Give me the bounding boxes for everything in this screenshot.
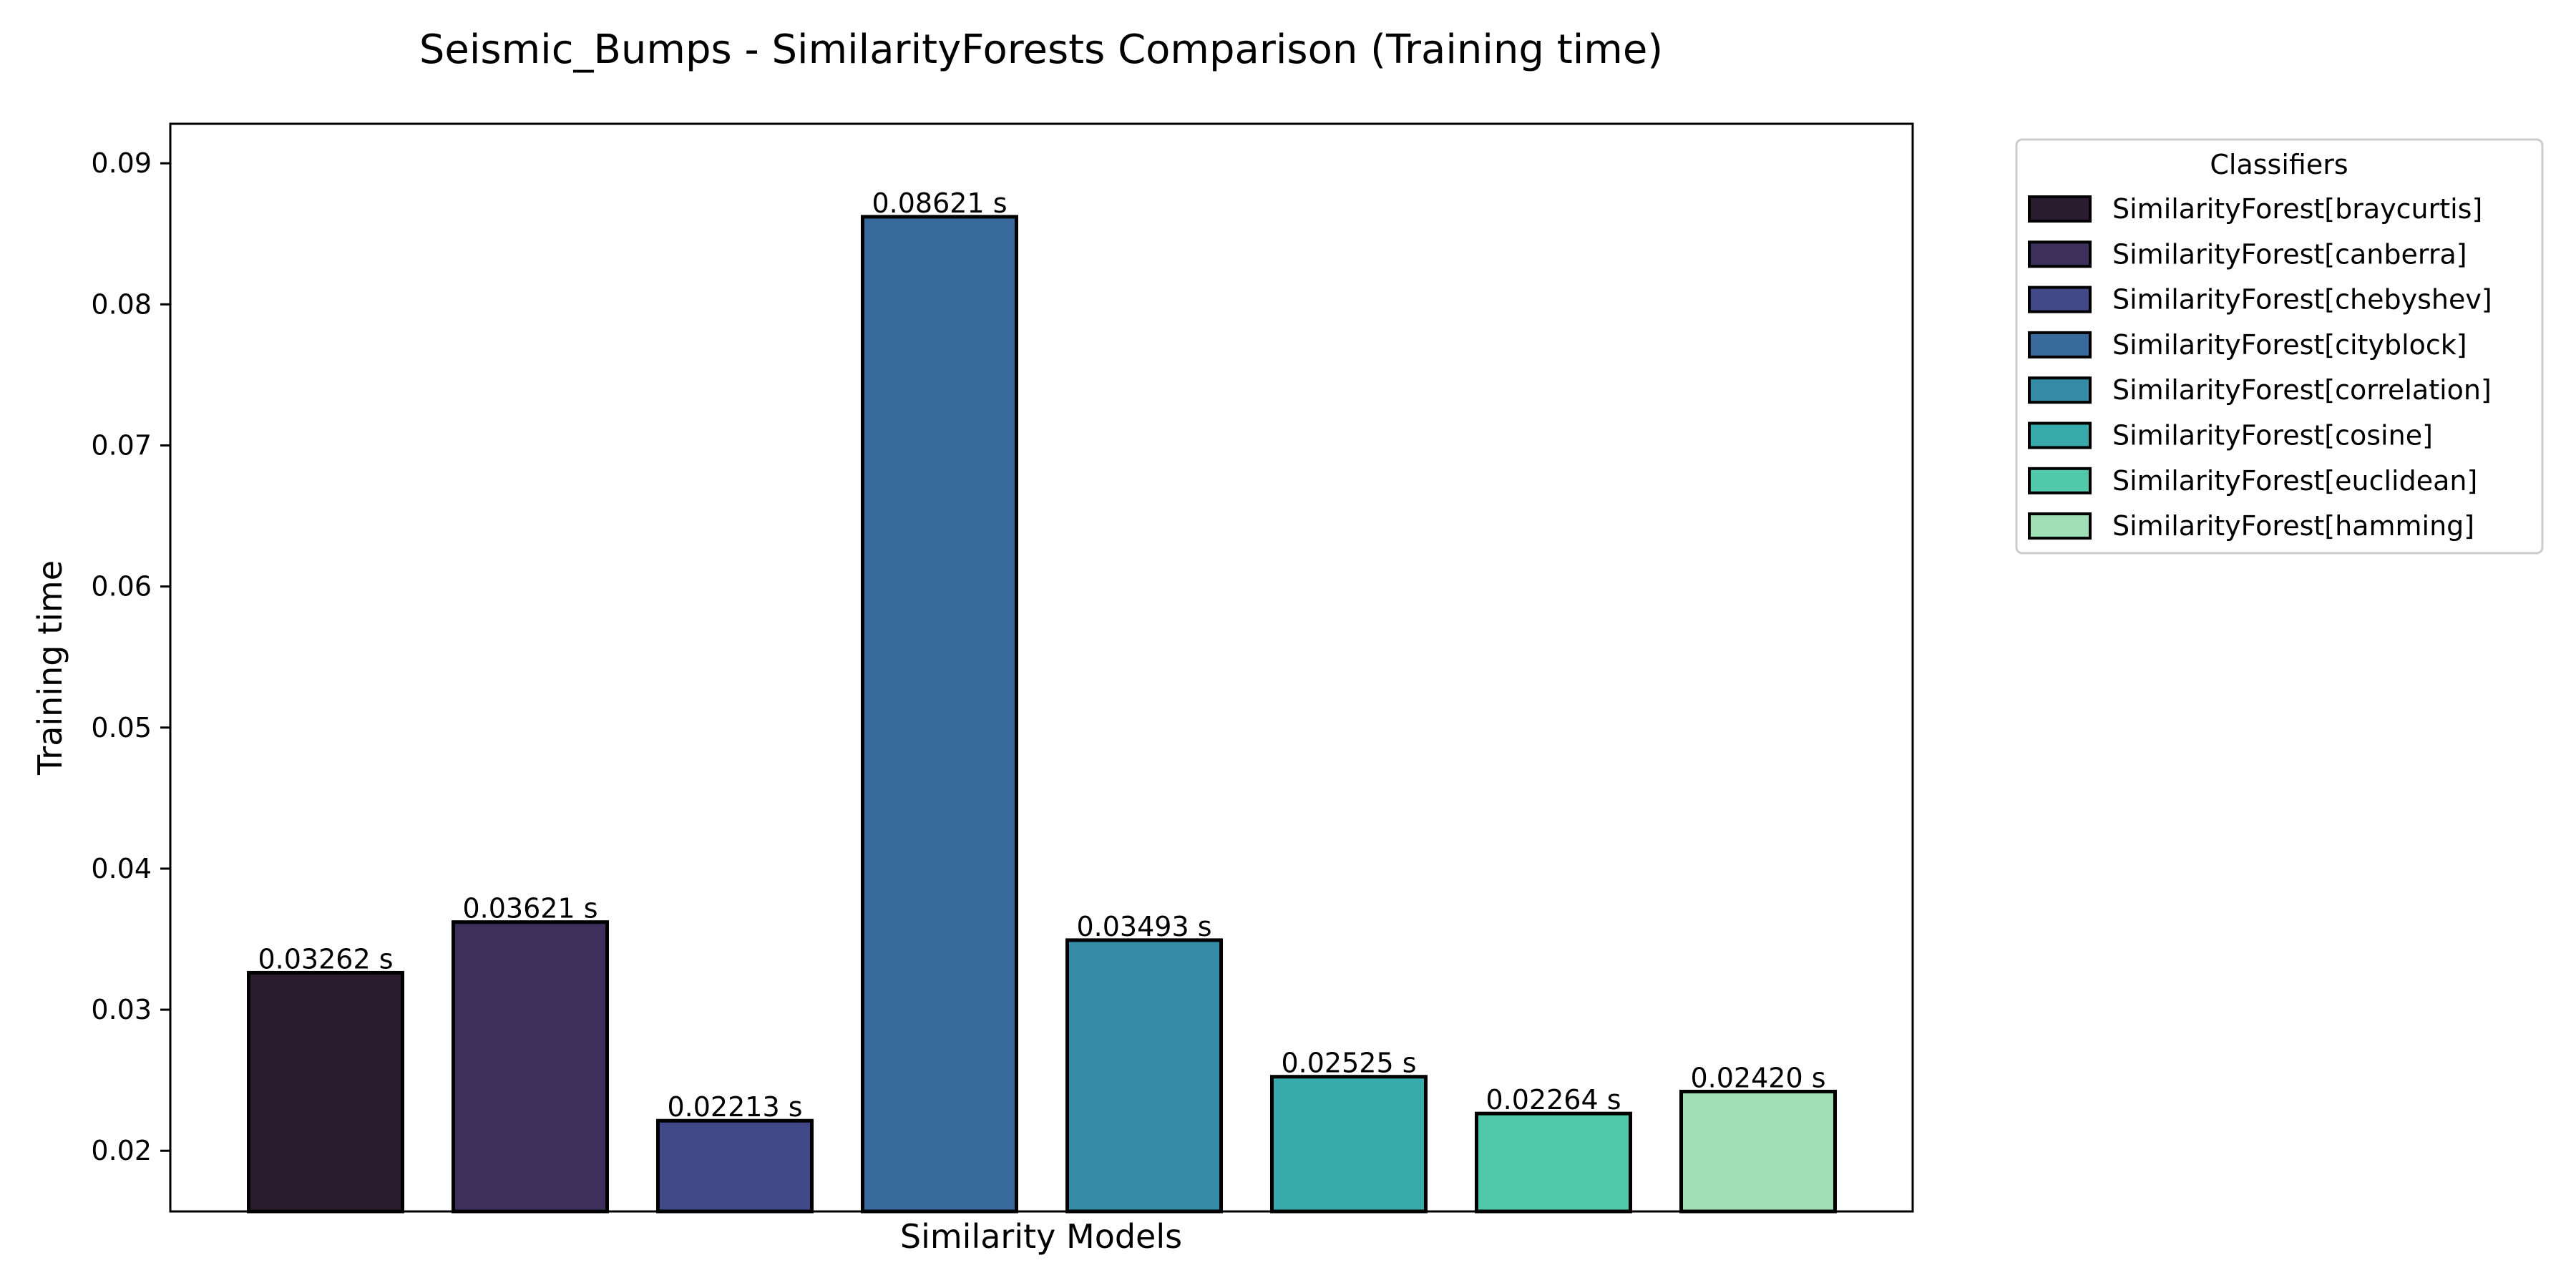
plot-frame [169,122,1914,1213]
legend-swatch [2028,286,2092,313]
legend-entry-label: SimilarityForest[cosine] [2112,420,2433,452]
bar-value-label: 0.03493 s [1076,911,1211,942]
bar-1 [247,970,404,1214]
x-axis-label: Similarity Models [900,1217,1182,1256]
y-tick-label: 0.08 [91,288,152,320]
y-tick-label: 0.02 [91,1135,152,1166]
legend-frame [2015,138,2544,555]
legend-entry-label: SimilarityForest[chebyshev] [2112,284,2492,316]
legend-swatch [2028,331,2092,358]
legend-swatch [2028,195,2092,223]
bars-group [247,215,1837,1214]
legend-entry-label: SimilarityForest[hamming] [2112,510,2474,542]
bar-4 [861,215,1018,1214]
y-tick-label: 0.05 [91,712,152,743]
bar-2 [452,920,609,1214]
legend-entry-label: SimilarityForest[braycurtis] [2112,193,2482,225]
bar-value-label: 0.02420 s [1690,1062,1825,1093]
legend-swatch [2028,240,2092,268]
bar-value-label: 0.08621 s [872,187,1007,219]
bar-value-label: 0.02213 s [667,1091,802,1123]
y-tick-label: 0.03 [91,994,152,1025]
y-axis: 0.02 0.03 0.04 0.05 0.06 0.07 0.08 0.09 [91,147,170,1166]
chart-title: Seismic_Bumps - SimilarityForests Compar… [419,26,1663,73]
legend-swatch [2028,512,2092,540]
data-labels-group: 0.03262 s 0.03621 s 0.02213 s 0.08621 s 0.03… [258,187,1825,1123]
y-tick-label: 0.04 [91,853,152,884]
bar-value-label: 0.02525 s [1281,1048,1416,1079]
legend-entry-label: SimilarityForest[euclidean] [2112,465,2477,497]
bar-value-label: 0.03621 s [462,893,597,924]
legend-swatch [2028,421,2092,449]
legend-title: Classifiers [2210,149,2348,180]
legend: Classifiers SimilarityForest[braycurtis]… [2015,138,2544,555]
bar-8 [1679,1089,1837,1214]
legend-entry-label: SimilarityForest[cityblock] [2112,329,2467,361]
y-tick-label: 0.06 [91,571,152,602]
bar-value-label: 0.03262 s [258,943,393,975]
y-tick-label: 0.07 [91,429,152,461]
bar-6 [1270,1075,1428,1214]
bar-3 [656,1118,814,1214]
legend-swatch [2028,467,2092,494]
legend-entry-label: SimilarityForest[canberra] [2112,238,2467,270]
y-axis-label: Training time [31,560,69,776]
legend-items: SimilarityForest[braycurtis] SimilarityFo… [2028,193,2492,542]
y-tick-label: 0.09 [91,147,152,179]
legend-swatch [2028,376,2092,404]
legend-entry-label: SimilarityForest[correlation] [2112,374,2492,406]
bar-7 [1475,1111,1632,1214]
bar-value-label: 0.02264 s [1485,1084,1621,1116]
bar-5 [1065,938,1223,1214]
